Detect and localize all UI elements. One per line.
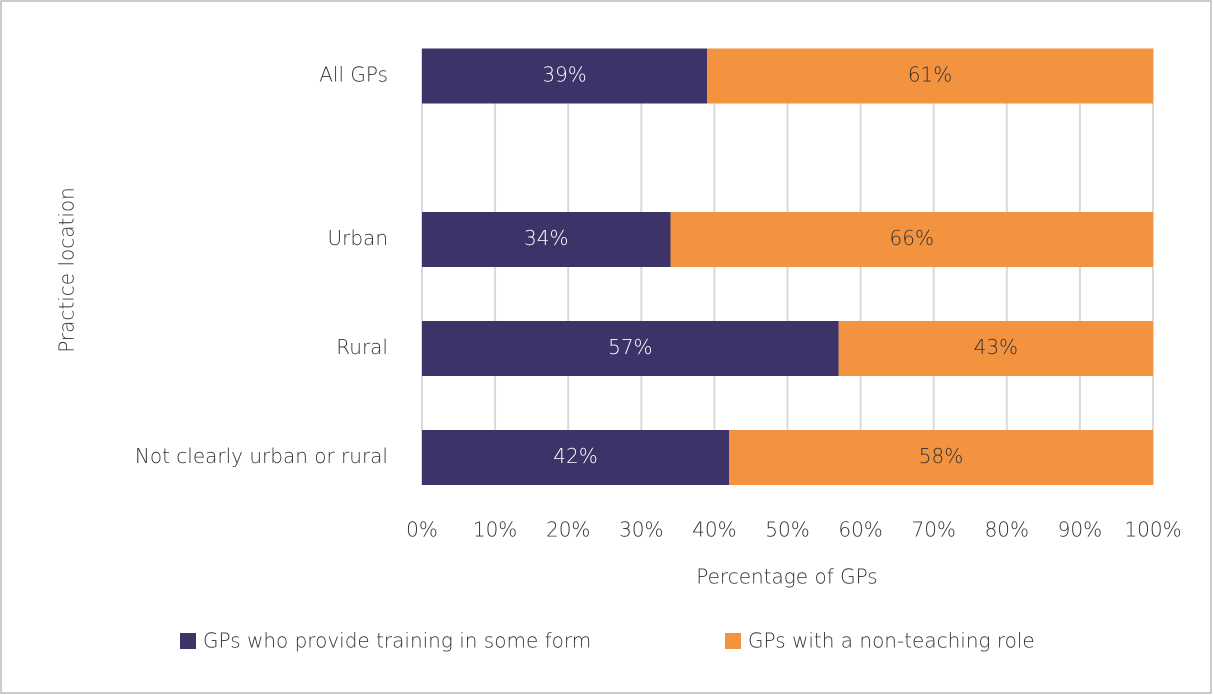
y-tick-label: Urban [328,226,389,250]
x-tick-label: 90% [1058,518,1102,542]
bar-segment [707,48,1153,104]
y-tick-label: All GPs [319,63,388,87]
data-label: 58% [919,444,963,468]
bar-segment [422,430,730,485]
legend-label: GPs who provide training in some form [203,629,591,653]
data-label: 43% [974,335,1018,359]
x-tick-label: 0% [406,518,438,542]
data-label: 57% [608,335,652,359]
x-tick-label: 50% [765,518,809,542]
bar-segment [422,212,671,267]
x-axis-title: Percentage of GPs [696,565,877,589]
y-axis-title: Practice location [55,187,79,353]
data-label: 61% [908,63,952,87]
data-label: 39% [542,63,586,87]
bar-segment [422,48,708,104]
bar-segment [670,212,1153,267]
data-label: 66% [890,226,934,250]
x-tick-label: 60% [838,518,882,542]
x-tick-label: 20% [546,518,590,542]
x-tick-label: 40% [692,518,736,542]
data-label: 42% [553,444,597,468]
bar-segment [422,321,839,376]
bar-segment [729,430,1153,485]
y-tick-label: Rural [336,335,388,359]
x-tick-label: 30% [619,518,663,542]
legend-label: GPs with a non-teaching role [748,629,1035,653]
x-tick-label: 70% [911,518,955,542]
data-label: 34% [524,226,568,250]
bar-segment [838,321,1153,376]
x-tick-label: 100% [1124,518,1181,542]
legend-swatch [725,633,741,649]
legend-swatch [180,633,196,649]
x-tick-label: 80% [985,518,1029,542]
x-tick-label: 10% [473,518,517,542]
y-tick-label: Not clearly urban or rural [135,444,388,468]
